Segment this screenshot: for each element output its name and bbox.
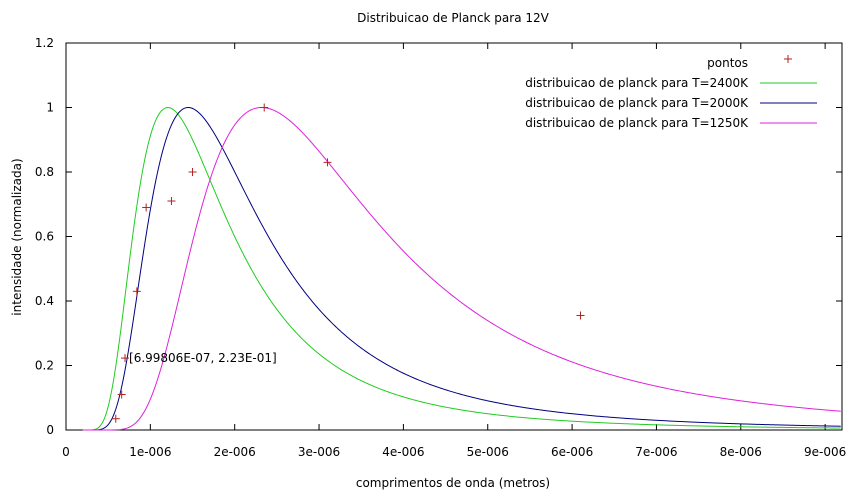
y-tick-label: 0 — [46, 423, 54, 437]
legend-entry: distribuicao de planck para T=2000K — [525, 96, 817, 110]
legend-label: pontos — [707, 56, 748, 70]
y-tick-label: 0.4 — [35, 294, 54, 308]
data-point — [576, 311, 585, 320]
data-point — [121, 354, 130, 363]
y-axis-label: intensidade (normalizada) — [10, 158, 24, 315]
y-tick-label: 0.6 — [35, 230, 54, 244]
x-tick-label: 7e-006 — [635, 445, 677, 459]
data-point — [260, 103, 269, 112]
x-tick-label: 0 — [62, 445, 70, 459]
x-tick-label: 1e-006 — [129, 445, 171, 459]
x-tick-label: 2e-006 — [214, 445, 256, 459]
data-point — [117, 390, 126, 399]
data-point — [167, 197, 176, 206]
series-line-2000k — [82, 107, 841, 431]
x-tick-label: 6e-006 — [551, 445, 593, 459]
x-tick-label: 8e-006 — [720, 445, 762, 459]
legend-label: distribuicao de planck para T=2400K — [525, 76, 749, 90]
x-tick-label: 3e-006 — [298, 445, 340, 459]
cursor-annotation: [6.99806E-07, 2.23E-01] — [129, 351, 277, 365]
y-tick-label: 0.8 — [35, 165, 54, 179]
series-line-2400k — [82, 106, 841, 431]
x-tick-label: 5e-006 — [467, 445, 509, 459]
chart-title: Distribuicao de Planck para 12V — [357, 11, 550, 25]
y-tick-label: 0.2 — [35, 359, 54, 373]
data-point — [142, 203, 151, 212]
x-tick-label: 4e-006 — [382, 445, 424, 459]
y-tick-label: 1.2 — [35, 36, 54, 50]
legend-entry: distribuicao de planck para T=2400K — [525, 76, 817, 90]
legend-entry: pontos — [707, 55, 792, 70]
legend-label: distribuicao de planck para T=2000K — [525, 96, 749, 110]
x-tick-label: 9e-006 — [804, 445, 846, 459]
legend-entry: distribuicao de planck para T=1250K — [525, 116, 817, 130]
series-line-1250k — [82, 106, 841, 431]
legend-label: distribuicao de planck para T=1250K — [525, 116, 749, 130]
data-point — [111, 414, 120, 423]
data-point — [188, 168, 197, 176]
y-tick-label: 1 — [46, 101, 54, 115]
data-point — [132, 287, 141, 296]
x-axis-label: comprimentos de onda (metros) — [356, 476, 550, 490]
data-point — [323, 158, 332, 167]
